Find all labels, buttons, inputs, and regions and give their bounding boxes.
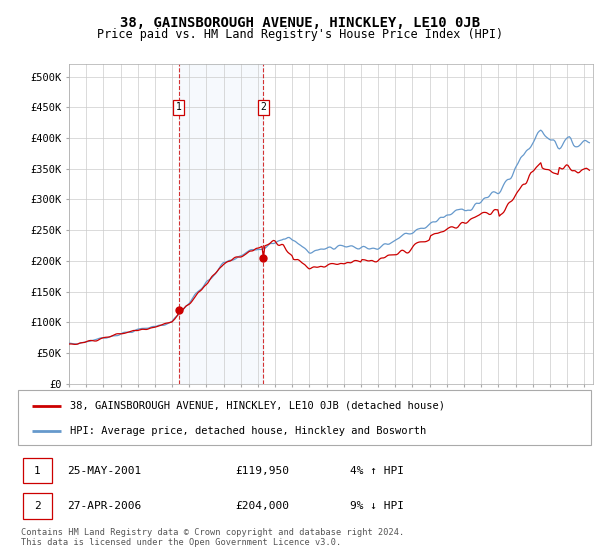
Text: 38, GAINSBOROUGH AVENUE, HINCKLEY, LE10 0JB: 38, GAINSBOROUGH AVENUE, HINCKLEY, LE10 … xyxy=(120,16,480,30)
FancyBboxPatch shape xyxy=(18,390,591,445)
Text: 1: 1 xyxy=(34,465,41,475)
Text: HPI: Average price, detached house, Hinckley and Bosworth: HPI: Average price, detached house, Hinc… xyxy=(70,427,426,436)
Text: 25-MAY-2001: 25-MAY-2001 xyxy=(67,465,141,475)
FancyBboxPatch shape xyxy=(23,493,52,519)
Text: 2: 2 xyxy=(34,501,41,511)
Bar xyxy=(179,64,263,384)
Text: £119,950: £119,950 xyxy=(236,465,290,475)
Text: 27-APR-2006: 27-APR-2006 xyxy=(67,501,141,511)
Text: Contains HM Land Registry data © Crown copyright and database right 2024.
This d: Contains HM Land Registry data © Crown c… xyxy=(21,528,404,547)
Text: 4% ↑ HPI: 4% ↑ HPI xyxy=(350,465,404,475)
Text: 38, GAINSBOROUGH AVENUE, HINCKLEY, LE10 0JB (detached house): 38, GAINSBOROUGH AVENUE, HINCKLEY, LE10 … xyxy=(70,401,445,410)
Text: 9% ↓ HPI: 9% ↓ HPI xyxy=(350,501,404,511)
Text: Price paid vs. HM Land Registry's House Price Index (HPI): Price paid vs. HM Land Registry's House … xyxy=(97,28,503,41)
Text: 2: 2 xyxy=(260,102,266,113)
Text: £204,000: £204,000 xyxy=(236,501,290,511)
FancyBboxPatch shape xyxy=(23,458,52,483)
Text: 1: 1 xyxy=(176,102,182,113)
